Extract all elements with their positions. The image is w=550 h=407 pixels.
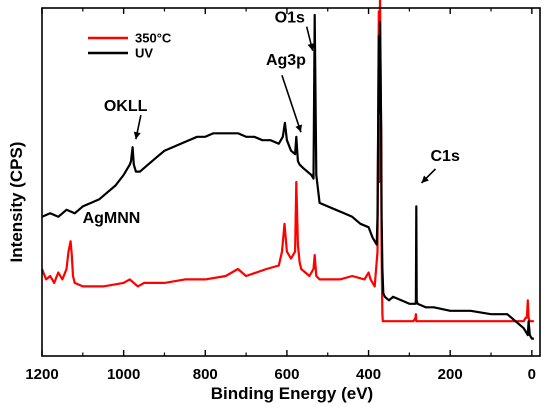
annotations: O1sAg3dOKLLAg3pC1sAgMNN: [83, 10, 460, 227]
x-tick-label: 0: [528, 366, 536, 383]
x-tick-label: 800: [193, 366, 218, 383]
x-tick-label: 1000: [107, 366, 140, 383]
plot-frame: [41, 7, 541, 357]
legend: 350°CUV: [88, 31, 172, 61]
x-tick-label: 200: [438, 366, 463, 383]
axes: 1200 1000 800 600 400 200 0: [25, 7, 541, 383]
legend-label: UV: [135, 46, 153, 61]
legend-label: 350°C: [135, 31, 172, 46]
x-tick-label: 400: [356, 366, 381, 383]
annotation-label: C1s: [431, 148, 460, 165]
y-axis-label: Intensity (CPS): [7, 142, 26, 263]
plot-area: [40, 0, 534, 340]
annotation-arrowhead: [307, 43, 315, 51]
x-axis-label: Binding Energy (eV): [211, 384, 373, 403]
annotation-label: O1s: [275, 10, 305, 27]
annotation-arrow: [281, 74, 302, 133]
series-line-1: [41, 13, 534, 340]
annotation-arrowhead: [295, 124, 302, 133]
annotation-arrowhead: [421, 175, 429, 183]
annotation-label: OKLL: [104, 98, 148, 115]
annotation-label: AgMNN: [83, 210, 141, 227]
x-tick-label: 600: [274, 366, 299, 383]
series-line-0: [40, 0, 534, 323]
x-tick-label: 1200: [25, 366, 58, 383]
annotation-label: Ag3p: [266, 52, 306, 69]
annotation-arrowhead: [133, 131, 141, 140]
